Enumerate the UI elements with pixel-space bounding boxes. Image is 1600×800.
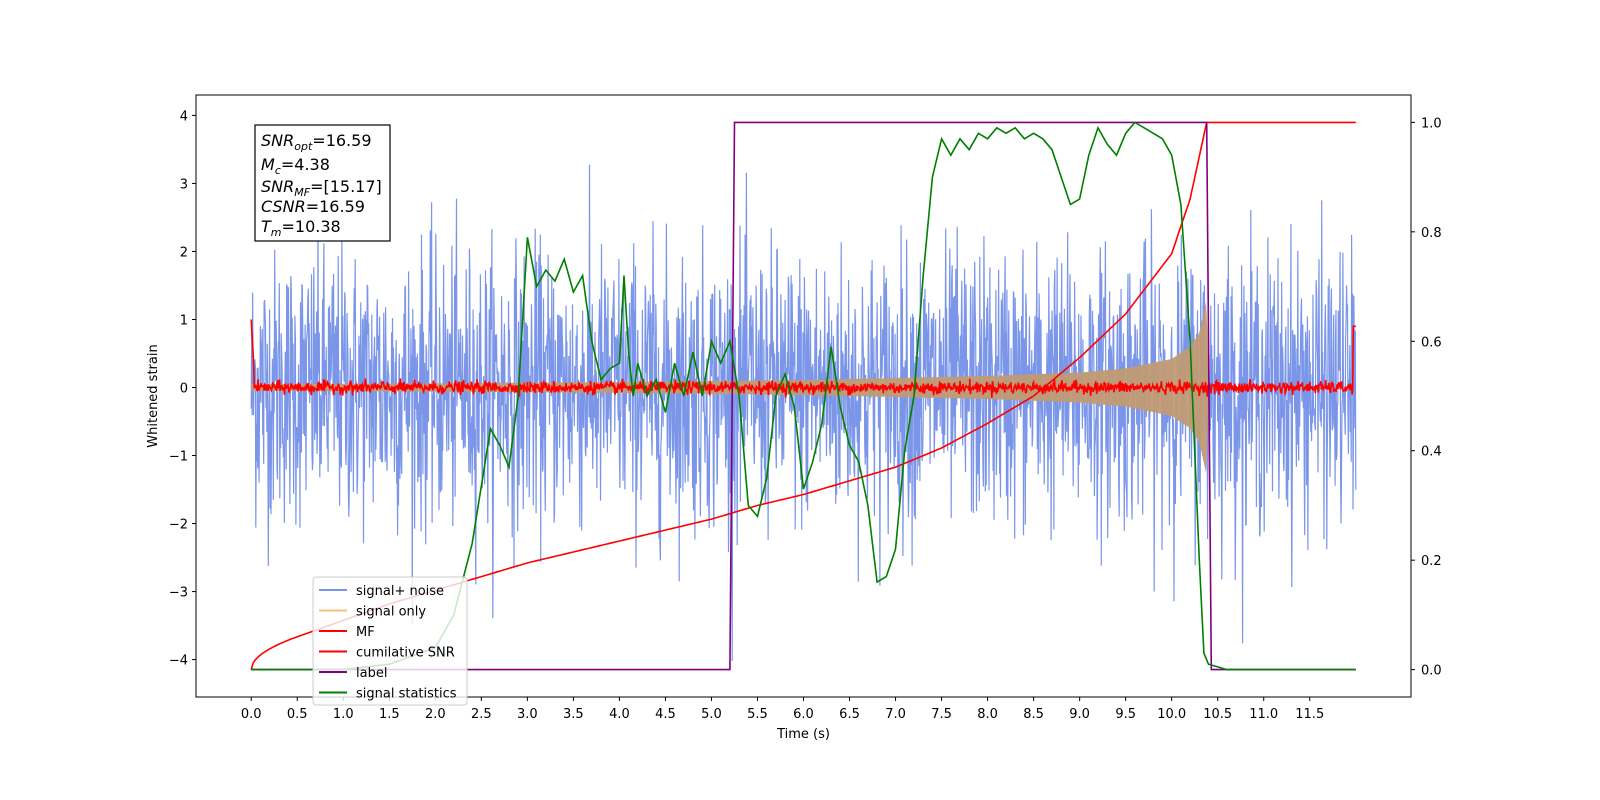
- y-tick-label: 4: [180, 109, 188, 124]
- x-tick-label: 0.5: [287, 707, 308, 722]
- x-tick-label: 11.5: [1295, 707, 1324, 722]
- y-axis-right: 1.0 0.8 0.6 0.4 0.2 0.0: [1411, 116, 1442, 679]
- signal-statistics-line: [251, 121, 1356, 671]
- y2-tick-label: 0.6: [1421, 335, 1442, 350]
- x-tick-label: 8.5: [1023, 707, 1044, 722]
- x-axis-label: Time (s): [776, 727, 830, 742]
- legend-label: label: [356, 666, 387, 681]
- legend-label: signal+ noise: [356, 584, 444, 599]
- annotation-snr-mf: SNRMF=[15.17]: [261, 177, 382, 199]
- annotation-tm: Tm=10.38: [261, 217, 341, 239]
- y-axis-label: Whitened strain: [146, 344, 161, 447]
- y-tick-label: 1: [180, 313, 188, 328]
- y2-tick-label: 0.2: [1421, 554, 1442, 569]
- y-tick-label: −2: [169, 518, 188, 533]
- y-tick-label: 0: [180, 381, 188, 396]
- annotation-csnr: CSNR=16.59: [261, 197, 365, 216]
- y-tick-label: 3: [180, 177, 188, 192]
- x-tick-label: 11.0: [1249, 707, 1278, 722]
- y-tick-label: −4: [169, 654, 188, 669]
- y2-tick-label: 0.0: [1421, 664, 1442, 679]
- x-tick-label: 3.5: [563, 707, 584, 722]
- mf-series: [250, 319, 1356, 398]
- legend-label: signal statistics: [356, 687, 457, 702]
- x-tick-label: 7.0: [885, 707, 906, 722]
- legend-label: signal only: [356, 605, 426, 620]
- legend-label: cumilative SNR: [356, 646, 455, 661]
- x-tick-label: 6.0: [793, 707, 814, 722]
- x-tick-label: 10.0: [1157, 707, 1186, 722]
- x-tick-label: 8.0: [977, 707, 998, 722]
- annotation-mc: Mc=4.38: [261, 155, 330, 177]
- x-tick-label: 9.0: [1069, 707, 1090, 722]
- y-tick-label: −3: [169, 586, 188, 601]
- y-axis-left: 4 3 2 1 0 −1 −2 −3 −4: [169, 109, 196, 669]
- mf-line: [250, 319, 1356, 398]
- x-axis: 0.0 0.5 1.0 1.5 2.0 2.5 3.0 3.5 4.0 4.5 5.0 5.5 6.0 6…: [241, 697, 1324, 722]
- legend: signal+ noise signal only MF cumilative SNR…: [312, 576, 468, 706]
- y-tick-label: −1: [169, 450, 188, 465]
- x-tick-label: 5.5: [747, 707, 768, 722]
- legend-label: MF: [356, 625, 375, 640]
- x-tick-label: 5.0: [701, 707, 722, 722]
- x-tick-label: 10.5: [1203, 707, 1232, 722]
- annotation-box: SNRopt=16.59 Mc=4.38 SNRMF=[15.17] CSNR=…: [254, 124, 391, 242]
- y2-tick-label: 1.0: [1421, 116, 1442, 131]
- x-tick-label: 0.0: [241, 707, 262, 722]
- y2-tick-label: 0.8: [1421, 226, 1442, 241]
- x-tick-label: 9.5: [1115, 707, 1136, 722]
- x-tick-label: 4.0: [609, 707, 630, 722]
- x-tick-label: 2.0: [425, 707, 446, 722]
- x-tick-label: 4.5: [655, 707, 676, 722]
- x-tick-label: 1.0: [333, 707, 354, 722]
- annotation-snr-opt: SNRopt=16.59: [261, 131, 372, 153]
- x-tick-label: 2.5: [471, 707, 492, 722]
- y-tick-label: 2: [180, 245, 188, 260]
- x-tick-label: 6.5: [839, 707, 860, 722]
- x-tick-label: 1.5: [379, 707, 400, 722]
- y2-tick-label: 0.4: [1421, 445, 1442, 460]
- x-tick-label: 3.0: [517, 707, 538, 722]
- x-tick-label: 7.5: [931, 707, 952, 722]
